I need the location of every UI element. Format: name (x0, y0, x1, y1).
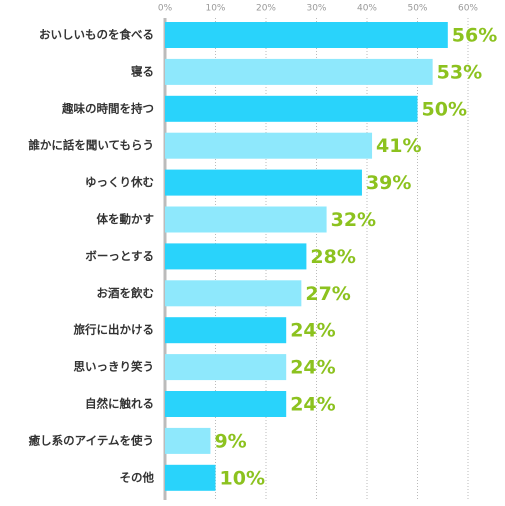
value-label: 41% (376, 135, 421, 157)
category-label: おいしいものを食べる (39, 28, 154, 42)
category-label: ゆっくり休む (85, 175, 154, 189)
category-label: 寝る (131, 64, 154, 78)
bar (165, 317, 287, 344)
x-tick-label: 20% (256, 4, 276, 14)
value-label: 24% (290, 320, 335, 342)
x-tick-label: 0% (158, 4, 173, 14)
bar (165, 169, 362, 196)
x-tick-label: 60% (458, 4, 478, 14)
category-label: 思いっきり笑う (74, 360, 155, 374)
value-label: 28% (310, 246, 355, 268)
bar (165, 58, 433, 85)
category-label: ボーっとする (85, 249, 154, 263)
bar (165, 391, 287, 417)
category-label: 趣味の時間を持つ (61, 101, 154, 115)
value-label: 24% (290, 394, 335, 416)
x-tick-label: 30% (306, 4, 326, 14)
bar (165, 132, 373, 159)
x-tick-label: 10% (205, 4, 225, 14)
bar (165, 427, 211, 454)
value-label: 10% (220, 467, 265, 489)
category-label: 癒し系のアイテムを使う (29, 433, 154, 447)
bar (165, 280, 302, 307)
value-label: 56% (452, 25, 497, 47)
bar (165, 243, 307, 270)
bar (165, 22, 448, 48)
category-label: 旅行に出かける (74, 323, 155, 337)
x-tick-label: 50% (407, 4, 427, 14)
value-label: 53% (437, 61, 482, 83)
bar (165, 206, 327, 233)
x-tick-label: 40% (357, 4, 377, 14)
value-label: 9% (214, 430, 246, 452)
value-label: 32% (331, 209, 376, 231)
category-label: 誰かに話を聞いてもらう (28, 138, 154, 152)
bar (165, 95, 418, 122)
bar (165, 354, 287, 381)
value-label: 27% (305, 283, 350, 305)
bar (165, 464, 216, 491)
category-label: 自然に触れる (85, 397, 154, 411)
category-label: 体を動かす (97, 212, 155, 226)
value-label: 24% (290, 357, 335, 379)
value-label: 50% (422, 98, 467, 120)
category-label: その他 (120, 470, 155, 484)
category-label: お酒を飲む (97, 286, 155, 300)
value-label: 39% (366, 172, 411, 194)
